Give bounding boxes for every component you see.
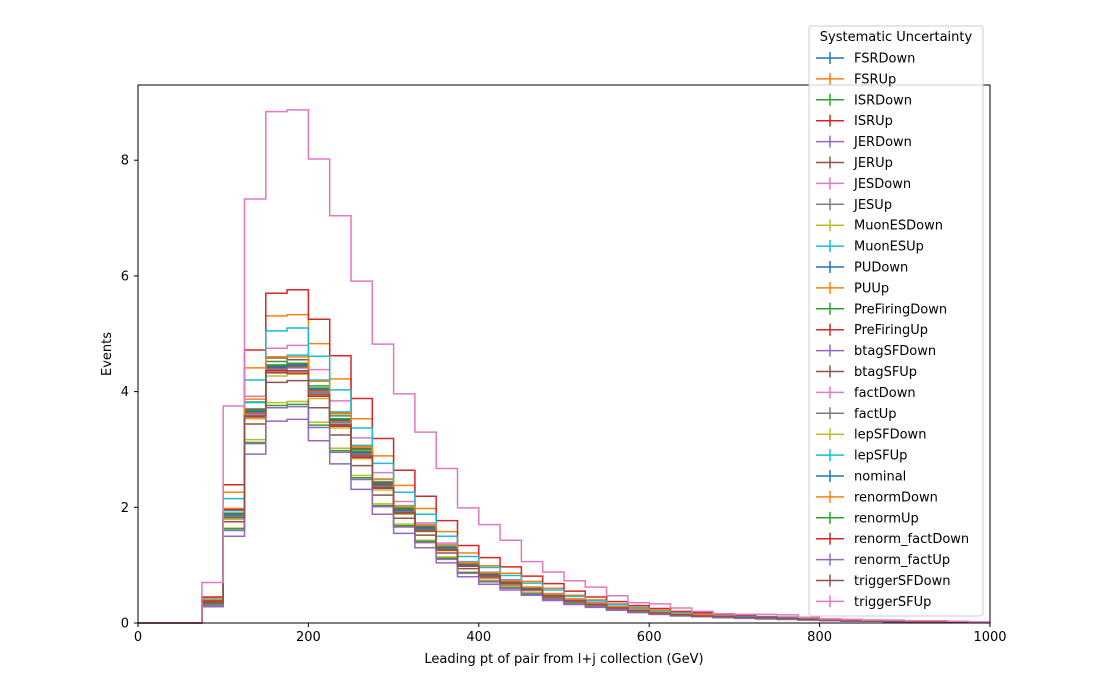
legend-label: JERDown: [853, 135, 912, 150]
legend-entry-MuonESDown: MuonESDown: [816, 219, 943, 234]
legend-label: PreFiringDown: [854, 302, 947, 317]
legend-entry-renorm_factUp: renorm_factUp: [816, 553, 950, 568]
legend-label: PUDown: [854, 261, 908, 276]
legend-label: btagSFUp: [854, 365, 917, 380]
x-axis-label: Leading pt of pair from l+j collection (…: [424, 652, 703, 667]
legend-label: renorm_factDown: [854, 532, 969, 547]
legend-entry-factDown: factDown: [816, 386, 916, 401]
legend-label: PreFiringUp: [854, 323, 928, 338]
legend-label: ISRUp: [854, 114, 893, 129]
legend-entry-triggerSFDown: triggerSFDown: [816, 574, 950, 589]
legend-label: nominal: [854, 470, 906, 485]
legend-entry-btagSFUp: btagSFUp: [816, 365, 917, 380]
legend-label: btagSFDown: [854, 344, 936, 359]
legend-entries: FSRDown FSRUp ISRDown ISRUp JERDown JERUp JESD…: [816, 52, 969, 610]
y-axis-label: Events: [100, 332, 115, 376]
x-tick-label: 800: [807, 630, 832, 645]
plot-frame: [137, 84, 991, 624]
legend-label: factUp: [854, 407, 897, 422]
legend-entry-PUDown: PUDown: [816, 261, 908, 276]
legend-entry-ISRUp: ISRUp: [816, 114, 893, 129]
legend: Systematic Uncertainty FSRDown FSRUp ISRDo…: [808, 25, 984, 617]
legend-label: ISRDown: [854, 93, 912, 108]
y-axis: 0 2 4 6 8: [121, 154, 138, 632]
legend-entry-JESDown: JESDown: [816, 177, 911, 192]
legend-entry-JERUp: JERUp: [816, 156, 893, 171]
legend-entry-renormDown: renormDown: [816, 490, 938, 505]
legend-entry-btagSFDown: btagSFDown: [816, 344, 936, 359]
legend-label: renorm_factUp: [854, 553, 950, 568]
legend-label: factDown: [854, 386, 916, 401]
legend-label: renormDown: [854, 490, 938, 505]
y-tick-label: 6: [121, 269, 129, 284]
series-lines: [138, 109, 990, 624]
legend-label: FSRUp: [854, 72, 896, 87]
x-tick-label: 200: [296, 630, 321, 645]
legend-entry-factUp: factUp: [816, 407, 897, 422]
legend-box: [808, 25, 984, 617]
x-tick-label: 1000: [973, 630, 1006, 645]
legend-label: renormUp: [854, 511, 919, 526]
legend-entry-PUUp: PUUp: [816, 281, 889, 296]
y-tick-label: 0: [121, 617, 129, 632]
y-tick-label: 8: [121, 154, 129, 169]
legend-label: lepSFUp: [854, 449, 907, 464]
legend-entry-FSRDown: FSRDown: [816, 52, 915, 67]
y-tick-label: 2: [121, 501, 129, 516]
legend-label: JESDown: [853, 177, 911, 192]
series-line-triggerSFDown: [138, 370, 990, 624]
legend-label: triggerSFDown: [854, 574, 950, 589]
legend-entry-MuonESUp: MuonESUp: [816, 240, 924, 255]
y-tick-label: 4: [121, 385, 129, 400]
legend-entry-PreFiringDown: PreFiringDown: [816, 302, 947, 317]
legend-title: Systematic Uncertainty: [820, 30, 973, 45]
legend-label: JESUp: [853, 198, 892, 213]
x-tick-label: 600: [637, 630, 662, 645]
legend-label: triggerSFUp: [854, 595, 931, 610]
legend-entry-JERDown: JERDown: [816, 135, 912, 150]
legend-entry-triggerSFUp: triggerSFUp: [816, 595, 931, 610]
legend-label: FSRDown: [854, 52, 915, 67]
legend-entry-FSRUp: FSRUp: [816, 72, 896, 87]
legend-entry-renorm_factDown: renorm_factDown: [816, 532, 969, 547]
legend-entry-ISRDown: ISRDown: [816, 93, 912, 108]
x-tick-label: 400: [466, 630, 491, 645]
legend-entry-renormUp: renormUp: [816, 511, 919, 526]
legend-entry-PreFiringUp: PreFiringUp: [816, 323, 928, 338]
legend-entry-lepSFUp: lepSFUp: [816, 449, 907, 464]
legend-label: MuonESDown: [854, 219, 943, 234]
series-line-triggerSFUp: [138, 109, 990, 624]
legend-entry-JESUp: JESUp: [816, 198, 892, 213]
x-axis: 0 200 400 600 800 1000: [134, 623, 1007, 645]
legend-entry-lepSFDown: lepSFDown: [816, 428, 926, 443]
legend-label: lepSFDown: [854, 428, 926, 443]
legend-label: JERUp: [853, 156, 893, 171]
x-tick-label: 0: [134, 630, 142, 645]
legend-label: MuonESUp: [854, 240, 924, 255]
legend-label: PUUp: [854, 281, 889, 296]
legend-entry-nominal: nominal: [816, 470, 906, 485]
